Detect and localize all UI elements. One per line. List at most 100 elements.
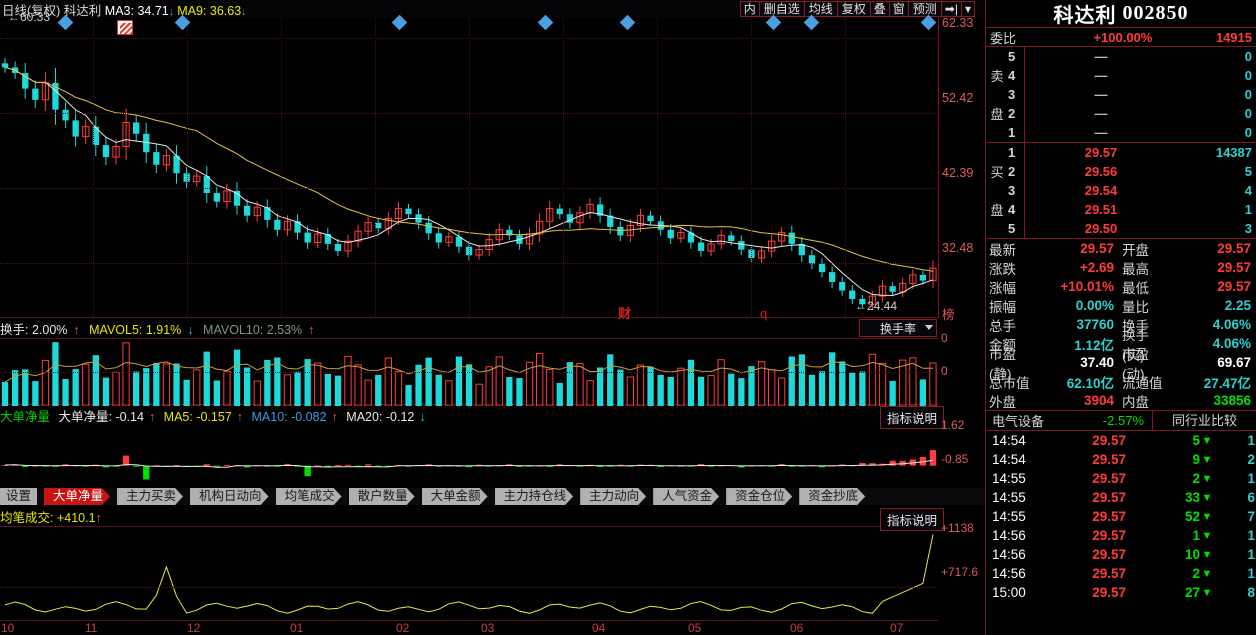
- sector-name: 电气设备: [992, 414, 1045, 429]
- order-book-row[interactable]: 盘 2 — 0: [986, 104, 1256, 123]
- level-volume: 0: [1244, 125, 1252, 140]
- tick-price: 29.57: [1092, 490, 1126, 505]
- level-price: —: [1094, 49, 1108, 64]
- stat-label: 金额: [989, 337, 1016, 353]
- tab-settings[interactable]: 设置: [0, 488, 38, 505]
- stat-value: 69.67: [1217, 355, 1251, 370]
- tick-price: 29.57: [1092, 471, 1126, 486]
- tab-main-force-move[interactable]: 主力动向: [580, 488, 646, 505]
- order-book-row[interactable]: 买 2 29.56 5: [986, 162, 1256, 181]
- price-axis-label: 62.33: [942, 16, 974, 30]
- bottom-indicator-panel[interactable]: [0, 526, 938, 620]
- turnover-label: 换手: 2.00%: [0, 323, 68, 337]
- tab-fund-bottom-fishing[interactable]: 资金抄底: [799, 488, 865, 505]
- toolbar-button-window[interactable]: 窗: [888, 1, 909, 17]
- arrow-down-icon: ▼: [1201, 567, 1213, 580]
- order-book-row[interactable]: 5 — 0: [986, 47, 1256, 66]
- order-book-row[interactable]: 1 — 0: [986, 123, 1256, 142]
- volume-axis-top: 0: [941, 331, 948, 345]
- bigorder-axis-bottom: -0.85: [941, 452, 969, 466]
- bottom-indicator-title: 均笔成交: +410.1: [0, 511, 96, 525]
- tick-volume: 52: [1184, 509, 1200, 524]
- stat-label: 量比: [1122, 299, 1149, 315]
- stat-value: 29.57: [1217, 279, 1251, 294]
- order-book-row[interactable]: 卖 4 — 0: [986, 66, 1256, 85]
- chevron-down-icon[interactable]: ▾: [960, 1, 975, 17]
- bigorder-explain-button[interactable]: 指标说明: [880, 406, 945, 429]
- level-price: 29.57: [1084, 145, 1118, 160]
- order-book-row[interactable]: 盘 4 29.51 1: [986, 200, 1256, 219]
- toolbar-buttons: 内 删自选 均线 复权 叠 窗 预测 ➡| ▾: [739, 1, 975, 17]
- tab-avg-trade[interactable]: 均笔成交: [276, 488, 342, 505]
- volume-bars: [1, 342, 937, 406]
- tick-time: 14:56: [992, 566, 1026, 581]
- order-book-row[interactable]: 5 29.50 3: [986, 219, 1256, 238]
- tick-time: 14:55: [992, 490, 1026, 505]
- toolbar-button-nei[interactable]: 内: [739, 1, 760, 17]
- weibi-value: +100.00%: [1093, 29, 1153, 45]
- tab-popularity-fund[interactable]: 人气资金: [653, 488, 719, 505]
- toolbar-button-remove-favorite[interactable]: 删自选: [758, 1, 805, 17]
- jump-right-icon[interactable]: ➡|: [940, 1, 962, 17]
- toolbar-button-adjust[interactable]: 复权: [836, 1, 871, 17]
- bottom-explain-button[interactable]: 指标说明: [880, 508, 945, 531]
- sector-row[interactable]: 电气设备 -2.57% 同行业比较: [986, 410, 1256, 431]
- tick-list[interactable]: 14:54 29.57 5 ▼ 1 14:54 29.57 9 ▼ 2 14:5…: [986, 431, 1256, 602]
- level-price: —: [1094, 87, 1108, 102]
- volume-indicator-dropdown[interactable]: 换手率: [859, 319, 937, 337]
- arrow-down-icon: ▼: [1201, 510, 1213, 523]
- quote-panel: 科达利 002850 委比 +100.00% 14915 5 — 0 卖 4 —…: [985, 0, 1256, 635]
- stat-value: 62.10亿: [1066, 375, 1114, 391]
- annotation-pencil-icon[interactable]: [117, 20, 133, 35]
- stat-label: 换手(实): [1122, 327, 1149, 363]
- tick-row: 14:54 29.57 9 ▼ 2: [986, 450, 1256, 469]
- stat-label: 涨跌: [989, 261, 1016, 277]
- tick-count: 1: [1247, 566, 1255, 581]
- order-book-row[interactable]: 3 — 0: [986, 85, 1256, 104]
- arrow-down-icon: ▼: [1201, 548, 1213, 561]
- volume-axis-mid: 0: [941, 364, 948, 378]
- price-axis-label: 32.48: [942, 241, 974, 255]
- bigorder-header: 大单净量 大单净量: -0.14 ↑ MA5: -0.157 ↑ MA10: -0.…: [0, 410, 426, 424]
- tick-time: 14:55: [992, 509, 1026, 524]
- tab-main-force-trade[interactable]: 主力买卖: [117, 488, 183, 505]
- arrow-down-icon: ▼: [1201, 529, 1213, 542]
- level-number: 1: [1008, 125, 1016, 140]
- tick-row: 14:54 29.57 5 ▼ 1: [986, 431, 1256, 450]
- mavol10-label: MAVOL10: 2.53%: [203, 323, 303, 337]
- tab-big-order-amount[interactable]: 大单金额: [422, 488, 488, 505]
- tick-volume: 1: [1192, 528, 1200, 543]
- volume-panel[interactable]: [0, 338, 938, 406]
- tab-fund-position[interactable]: 资金仓位: [726, 488, 792, 505]
- stat-value: 37760: [1076, 317, 1114, 332]
- stock-title: 科达利 002850: [986, 0, 1256, 28]
- tick-row: 14:55 29.57 33 ▼ 6: [986, 488, 1256, 507]
- bottom-axis-mid: +717.6: [941, 565, 979, 579]
- weibi-amount: 14915: [1215, 29, 1252, 45]
- order-book-row[interactable]: 3 29.54 4: [986, 181, 1256, 200]
- kline-panel[interactable]: ←60.33 ←24.44 财 q: [0, 10, 938, 321]
- volume-dropdown-label: 换手率: [879, 321, 916, 336]
- arrow-down-icon: ▼: [1201, 472, 1213, 485]
- toolbar-button-forecast[interactable]: 预测: [907, 1, 942, 17]
- tick-volume: 9: [1192, 452, 1200, 467]
- tab-institution-daily[interactable]: 机构日动向: [190, 488, 269, 505]
- ma9-label: MA9: 36.63: [177, 3, 242, 18]
- stat-label: 振幅: [989, 299, 1016, 315]
- tick-count: 7: [1247, 509, 1255, 524]
- toolbar-button-overlay[interactable]: 叠: [869, 1, 890, 17]
- tab-retail-count[interactable]: 散户数量: [349, 488, 415, 505]
- tick-count: 1: [1247, 528, 1255, 543]
- tab-big-order-net[interactable]: 大单净量: [44, 488, 110, 505]
- order-book-row[interactable]: 1 29.57 14387: [986, 143, 1256, 162]
- chart-area: 日线(复权) 科达利 MA3: 34.71↓ MA9: 36.63↓ 内 删自选…: [0, 0, 985, 635]
- level-number: 2: [1008, 164, 1016, 179]
- toolbar-button-moving-average[interactable]: 均线: [803, 1, 838, 17]
- bigorder-panel[interactable]: [0, 425, 938, 487]
- tick-row: 15:00 29.57 27 ▼ 8: [986, 583, 1256, 602]
- weibi-row: 委比 +100.00% 14915: [986, 28, 1256, 47]
- industry-compare-button[interactable]: 同行业比较: [1152, 410, 1256, 431]
- bigorder-ma20: MA20: -0.12: [346, 410, 415, 424]
- tab-main-position-line[interactable]: 主力持仓线: [495, 488, 574, 505]
- level-volume: 0: [1244, 68, 1252, 83]
